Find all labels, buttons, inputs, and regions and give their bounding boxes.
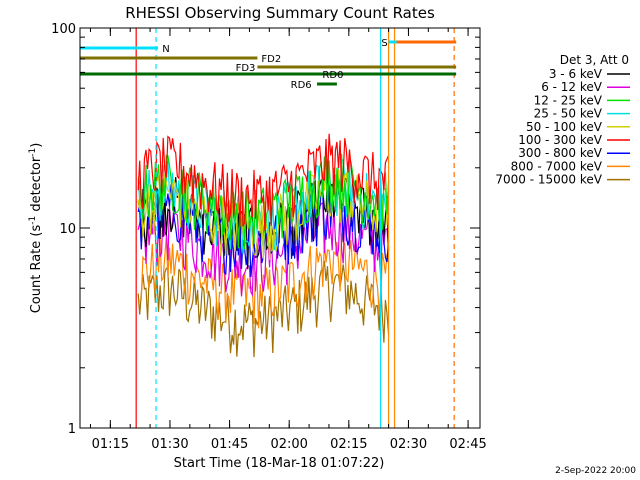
x-tick-label-5: 02:30 (390, 437, 427, 452)
legend-label-2: 12 - 25 keV (534, 93, 603, 107)
x-tick-label-4: 02:15 (330, 437, 367, 452)
y-axis-label-end: ) (29, 143, 44, 148)
series-line-2 (137, 153, 390, 250)
x-tick-label-0: 01:15 (92, 437, 129, 452)
y-axis-ticks: 1 10 100 (51, 22, 480, 437)
legend-label-4: 50 - 100 keV (526, 120, 603, 134)
y-axis-label-sup2: -1 (28, 148, 38, 157)
series-line-4 (137, 169, 390, 260)
series-line-5 (137, 133, 390, 232)
legend-label-6: 300 - 800 keV (518, 146, 602, 160)
footer-date: 2-Sep-2022 20:00 (555, 466, 636, 476)
y-axis-label: Count Rate (s-1 detector-1) (28, 143, 44, 314)
x-axis-label: Start Time (18-Mar-18 01:07:22) (174, 456, 385, 471)
flag-label-1: S (381, 38, 387, 49)
plot-area (135, 28, 455, 428)
series-line-1 (137, 201, 390, 298)
legend-label-8: 7000 - 15000 keV (495, 173, 602, 187)
y-axis-label-mid: detector (29, 156, 44, 216)
flag-label-6: RD6 (291, 80, 312, 91)
flag-label-4: FD3 (236, 63, 256, 74)
flag-label-5: RD0 (322, 70, 343, 81)
flag-label-3: FD2 (261, 54, 281, 65)
chart-title: RHESSI Observing Summary Count Rates (125, 4, 435, 22)
legend-label-0: 3 - 6 keV (549, 67, 603, 81)
legend-label-3: 25 - 50 keV (534, 107, 603, 121)
legend-label-5: 100 - 300 keV (518, 133, 602, 147)
x-tick-label-3: 02:00 (270, 437, 307, 452)
x-tick-label-6: 02:45 (449, 437, 486, 452)
y-tick-label-0: 1 (68, 422, 76, 437)
y-axis-label-sup1: -1 (28, 216, 38, 225)
series-line-7 (138, 232, 390, 329)
x-tick-label-2: 01:45 (211, 437, 248, 452)
flag-label-0: N (162, 44, 169, 55)
series-line-8 (137, 260, 390, 358)
y-axis-label-main: Count Rate (s (29, 225, 44, 314)
x-tick-label-1: 01:30 (151, 437, 188, 452)
y-tick-label-2: 100 (51, 22, 76, 37)
mode-flags: N S FD2 FD3 RD0 RD6 (80, 38, 457, 91)
legend-label-1: 6 - 12 keV (541, 80, 603, 94)
y-tick-label-1: 10 (59, 222, 76, 237)
legend-header: Det 3, Att 0 (560, 53, 629, 67)
x-axis-ticks: 01:15 01:30 01:45 02:00 02:15 02:30 02:45 (89, 28, 487, 452)
legend-label-7: 800 - 7000 keV (511, 159, 603, 173)
